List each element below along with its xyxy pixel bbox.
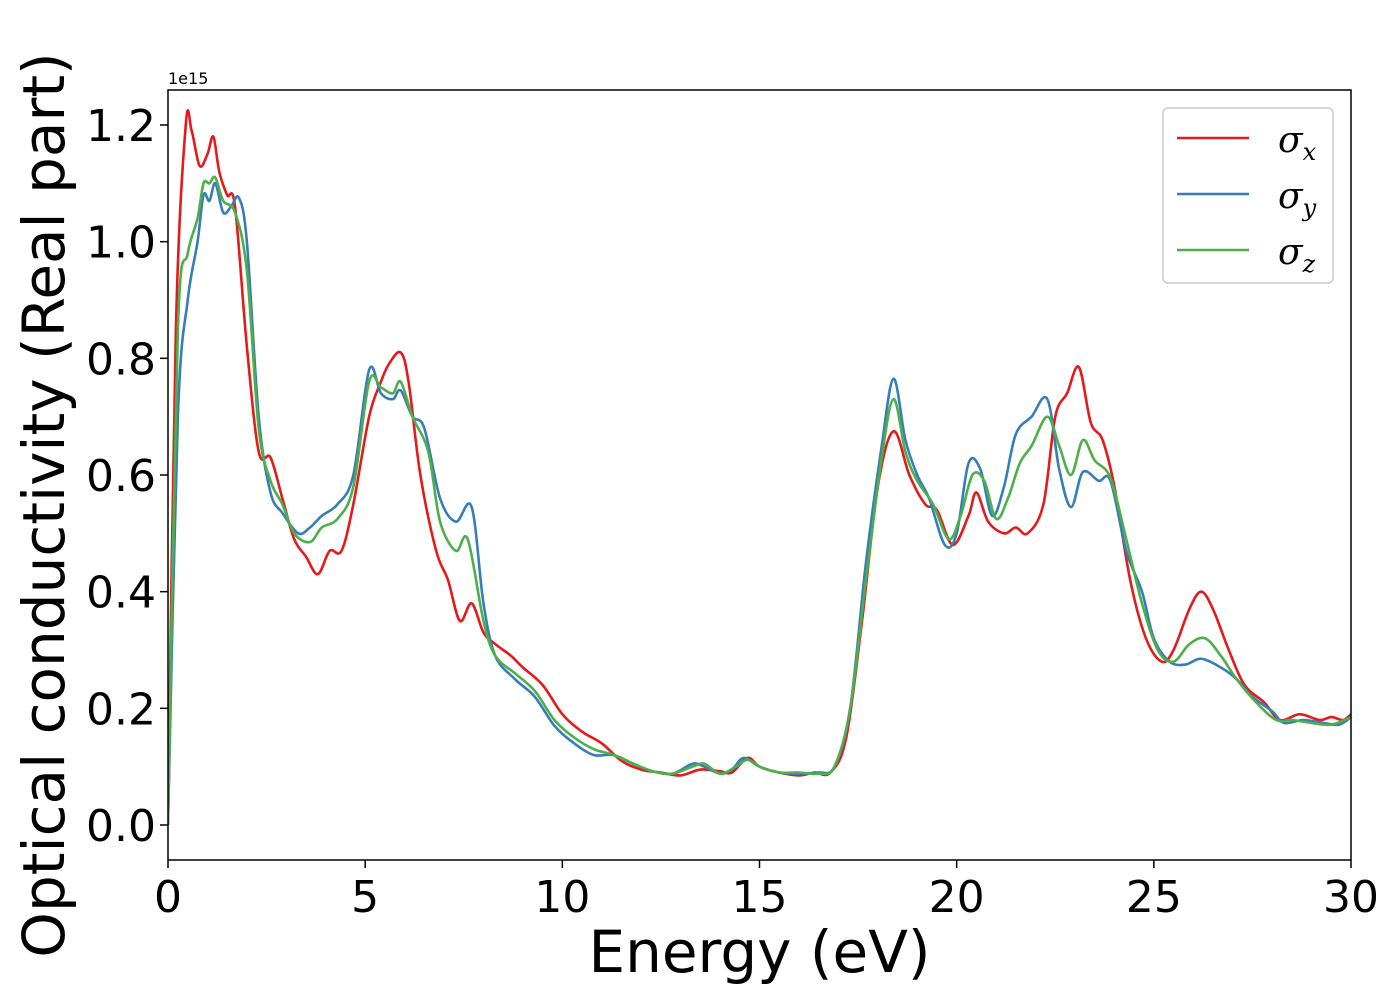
y-tick-label: 0.2 <box>86 684 156 735</box>
series-lines <box>168 109 1351 826</box>
y-axis-title: Optical conductivity (Real part) <box>10 52 78 957</box>
x-tick-label: 10 <box>534 872 590 923</box>
legend-label-z: σz <box>1278 232 1316 278</box>
y-tick-label: 1.0 <box>86 218 156 269</box>
x-tick-label: 25 <box>1126 872 1182 923</box>
legend-label-x: σx <box>1278 120 1317 166</box>
x-tick-label: 5 <box>351 872 379 923</box>
y-offset-label: 1e15 <box>168 69 208 88</box>
x-axis-title: Energy (eV) <box>588 918 930 986</box>
y-tick-label: 1.2 <box>86 101 156 152</box>
y-tick-label: 0.8 <box>86 334 156 385</box>
legend: σx σy σz <box>1162 107 1334 284</box>
legend-box <box>1162 107 1334 284</box>
x-tick-label: 20 <box>929 872 985 923</box>
y-tick-label: 0.4 <box>86 568 156 619</box>
x-axis-ticks: 0 5 10 15 20 25 30 <box>154 860 1379 923</box>
x-tick-label: 0 <box>154 872 182 923</box>
series-line-x <box>168 109 1351 826</box>
y-tick-label: 0.0 <box>86 801 156 852</box>
x-tick-label: 30 <box>1323 872 1379 923</box>
y-axis-ticks: 0.0 0.2 0.4 0.6 0.8 1.0 1.2 <box>86 101 168 852</box>
y-tick-label: 0.6 <box>86 451 156 502</box>
legend-label-y: σy <box>1278 176 1317 222</box>
x-tick-label: 15 <box>732 872 788 923</box>
series-line-z <box>168 175 1351 826</box>
